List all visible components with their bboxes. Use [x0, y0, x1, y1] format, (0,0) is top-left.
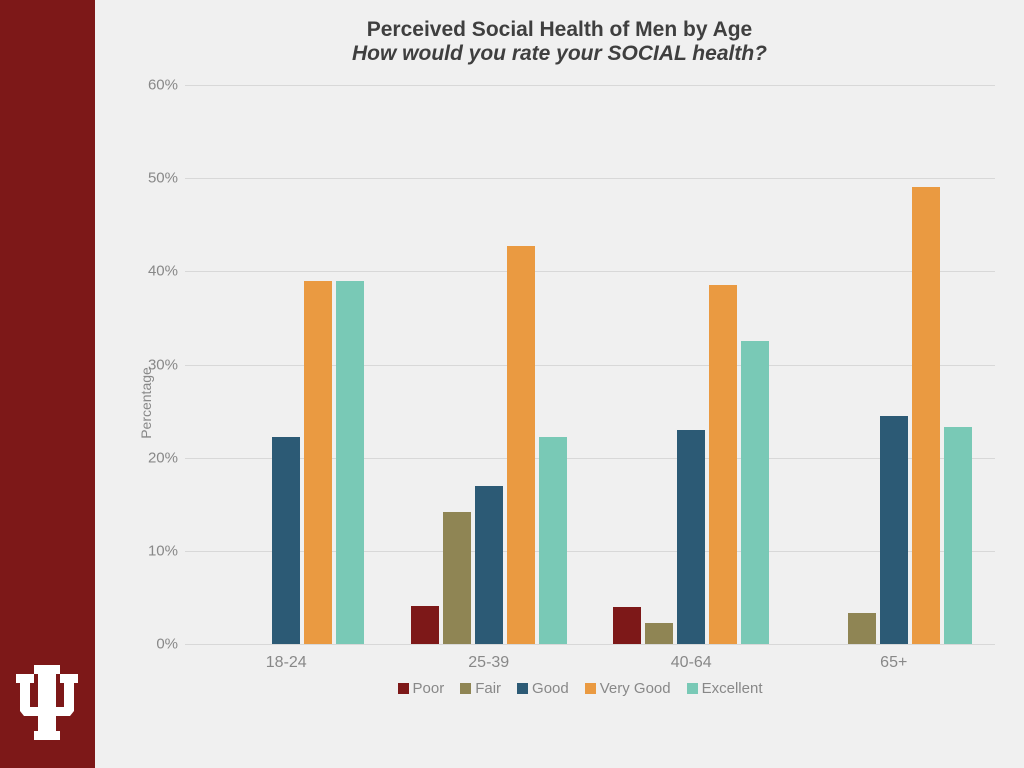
bar — [677, 430, 705, 644]
grid-line — [185, 644, 995, 645]
plot-area: 0%10%20%30%40%50%60%18-2425-3940-6465+ — [185, 85, 995, 645]
bar — [272, 437, 300, 644]
legend-item: Poor — [398, 680, 445, 697]
chart-title: Perceived Social Health of Men by Age — [95, 18, 1024, 42]
bar — [475, 486, 503, 644]
legend-swatch — [517, 683, 528, 694]
y-tick-label: 50% — [123, 170, 178, 187]
legend-item: Good — [517, 680, 569, 697]
y-tick-label: 20% — [123, 449, 178, 466]
bar — [848, 613, 876, 644]
legend-item: Fair — [460, 680, 501, 697]
legend-swatch — [585, 683, 596, 694]
y-tick-label: 0% — [123, 636, 178, 653]
bar — [709, 285, 737, 644]
bar — [741, 341, 769, 644]
legend-swatch — [460, 683, 471, 694]
y-tick-label: 30% — [123, 356, 178, 373]
main-panel: Perceived Social Health of Men by Age Ho… — [95, 0, 1024, 768]
bar — [944, 427, 972, 644]
bar-group: 18-24 — [208, 85, 364, 644]
bar-group: 40-64 — [613, 85, 769, 644]
y-tick-label: 10% — [123, 542, 178, 559]
bar — [507, 246, 535, 644]
x-category-label: 18-24 — [208, 654, 364, 672]
bar — [645, 623, 673, 644]
brand-sidebar — [0, 0, 95, 768]
x-category-label: 40-64 — [613, 654, 769, 672]
legend-item: Excellent — [687, 680, 763, 697]
bar — [880, 416, 908, 644]
bar — [539, 437, 567, 644]
y-axis-label: Percentage — [138, 367, 154, 439]
legend-swatch — [398, 683, 409, 694]
bar-group: 65+ — [816, 85, 972, 644]
legend: Poor Fair Good Very Good Excellent — [155, 680, 1005, 697]
bar — [304, 281, 332, 644]
bar-chart: Percentage 0%10%20%30%40%50%60%18-2425-3… — [155, 85, 1005, 705]
x-category-label: 65+ — [816, 654, 972, 672]
chart-subtitle: How would you rate your SOCIAL health? — [95, 42, 1024, 66]
bar — [411, 606, 439, 644]
bar — [443, 512, 471, 644]
bar — [912, 187, 940, 644]
iu-trident-logo — [16, 665, 78, 740]
bar — [336, 281, 364, 644]
y-tick-label: 60% — [123, 77, 178, 94]
legend-swatch — [687, 683, 698, 694]
y-tick-label: 40% — [123, 263, 178, 280]
x-category-label: 25-39 — [411, 654, 567, 672]
bar-group: 25-39 — [411, 85, 567, 644]
bar — [613, 607, 641, 644]
legend-item: Very Good — [585, 680, 671, 697]
